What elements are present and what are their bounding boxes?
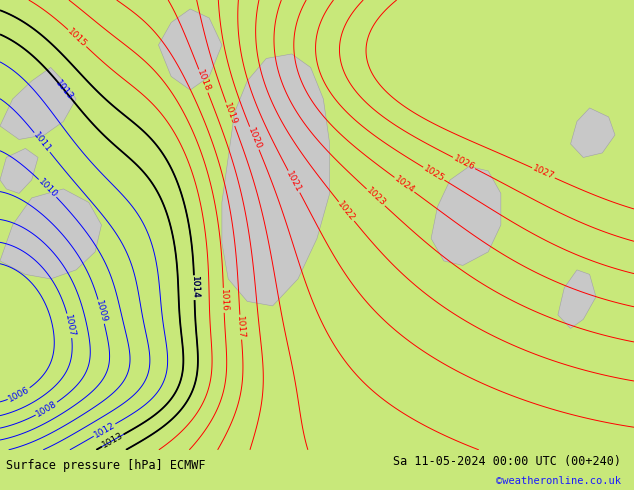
Text: ©weatheronline.co.uk: ©weatheronline.co.uk	[496, 476, 621, 486]
Text: 1024: 1024	[392, 174, 417, 195]
Text: 1013: 1013	[101, 431, 125, 450]
Text: 1022: 1022	[336, 200, 357, 223]
Text: 1011: 1011	[31, 131, 53, 154]
Text: 1017: 1017	[235, 316, 246, 339]
Text: 1006: 1006	[7, 385, 31, 404]
Text: 1009: 1009	[94, 299, 108, 324]
Text: 1014: 1014	[190, 276, 199, 299]
Text: 1016: 1016	[219, 289, 229, 312]
Text: 1020: 1020	[246, 126, 263, 150]
Text: 1015: 1015	[66, 27, 89, 49]
Text: 1007: 1007	[63, 314, 77, 338]
Text: 1010: 1010	[36, 177, 59, 199]
Text: 1012: 1012	[93, 420, 117, 440]
Text: 1027: 1027	[531, 164, 556, 182]
Text: 1014: 1014	[190, 276, 199, 299]
Text: Sa 11-05-2024 00:00 UTC (00+240): Sa 11-05-2024 00:00 UTC (00+240)	[393, 455, 621, 467]
Text: 1018: 1018	[195, 69, 212, 94]
Text: 1013: 1013	[54, 78, 75, 102]
Text: 1021: 1021	[285, 170, 303, 194]
Text: 1026: 1026	[452, 154, 476, 172]
Text: Surface pressure [hPa] ECMWF: Surface pressure [hPa] ECMWF	[6, 459, 206, 471]
Text: 1008: 1008	[34, 399, 59, 419]
Text: 1019: 1019	[222, 102, 238, 126]
Text: 1025: 1025	[422, 164, 446, 183]
Text: 1023: 1023	[365, 186, 387, 208]
